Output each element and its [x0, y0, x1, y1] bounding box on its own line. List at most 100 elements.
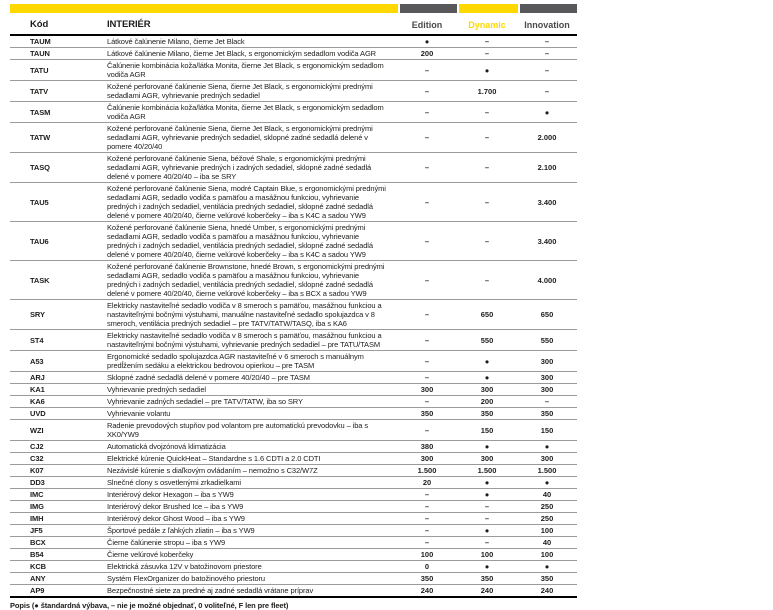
row-value-innovation: 40: [542, 490, 552, 499]
row-value-innovation: 3.400: [537, 197, 557, 207]
row-value-dynamic: –: [484, 502, 490, 511]
row-value-dynamic: 650: [480, 310, 494, 319]
row-value-edition: –: [424, 490, 430, 499]
legend-text: Popis (● štandardná výbava, – nie je mož…: [10, 601, 289, 610]
table-row: DD3 Slnečné clony s osvetlenými zrkadiel…: [10, 477, 577, 489]
table-row: TASK Kožené perforované čalúnenie Browns…: [10, 261, 577, 300]
row-value-dynamic: –: [484, 49, 490, 58]
table-row: KA6 Vyhrievanie zadných sedadiel – pre T…: [10, 396, 577, 408]
row-value-dynamic: –: [484, 275, 490, 285]
table-row: UVD Vyhrievanie volantu 350 350 350: [10, 408, 577, 420]
row-code: IMH: [30, 514, 44, 523]
row-code: KA6: [30, 397, 45, 406]
row-value-dynamic: 240: [480, 586, 494, 595]
row-value-dynamic: –: [484, 163, 490, 172]
row-description: Vyhrievanie zadných sedadiel – pre TATV/…: [107, 397, 303, 406]
row-value-innovation: –: [544, 86, 550, 96]
table-header: Kód INTERIÉR Edition Dynamic Innovation: [10, 13, 577, 36]
row-code: SRY: [30, 310, 45, 319]
row-value-innovation: 1.500: [537, 466, 557, 475]
table-row: AP9 Bezpečnostné siete za predné aj zadn…: [10, 585, 577, 596]
row-description: Kožené perforované čalúnenie Brownstone,…: [107, 262, 385, 298]
row-value-innovation: ●: [544, 107, 550, 117]
accent-bar-innovation: [520, 4, 577, 13]
row-value-edition: –: [424, 356, 430, 366]
row-code: ST4: [30, 335, 44, 345]
table-row: ST4 Elektricky nastaviteľné sedadlo vodi…: [10, 330, 577, 351]
row-code: TASK: [30, 275, 50, 285]
accent-bar-edition: [400, 4, 457, 13]
row-value-dynamic: ●: [484, 562, 490, 571]
row-description: Čalúnenie kombinácia koža/látka Monita, …: [107, 103, 384, 121]
row-value-edition: 0: [424, 562, 430, 571]
row-description: Čierne velúrové koberčeky: [107, 550, 194, 559]
row-value-dynamic: 150: [480, 425, 494, 435]
row-description: Interiérový dekor Ghost Wood – iba s YW9: [107, 514, 245, 523]
row-value-edition: –: [424, 373, 430, 382]
row-value-innovation: 300: [540, 454, 554, 463]
row-value-edition: 350: [420, 409, 434, 418]
row-value-innovation: 240: [540, 586, 554, 595]
row-value-innovation: –: [544, 49, 550, 58]
row-description: Automatická dvojzónová klimatizácia: [107, 442, 226, 451]
table-row: WZI Radenie prevodových stupňov pod vola…: [10, 420, 577, 441]
row-value-dynamic: ●: [484, 442, 490, 451]
row-value-innovation: 250: [540, 502, 554, 511]
row-value-edition: 380: [420, 442, 434, 451]
row-description: Čalúnenie kombinácia koža/látka Monita, …: [107, 61, 384, 79]
row-description: Systém FlexOrganizer do batožinového pri…: [107, 574, 265, 583]
header-section-title: INTERIÉR: [107, 19, 151, 30]
table-row: IMC Interiérový dekor Hexagon – iba s YW…: [10, 489, 577, 501]
row-description: Látkové čalúnenie Milano, čierne Jet Bla…: [107, 37, 245, 46]
row-code: TASM: [30, 107, 51, 117]
row-description: Čierne čalúnenie stropu – iba s YW9: [107, 538, 226, 547]
row-value-edition: 240: [420, 586, 434, 595]
row-value-dynamic: –: [484, 133, 490, 142]
row-code: JF5: [30, 526, 43, 535]
row-value-innovation: –: [544, 37, 550, 46]
options-table: TAUM Látkové čalúnenie Milano, čierne Je…: [10, 36, 577, 598]
row-code: KCB: [30, 562, 46, 571]
table-row: BCX Čierne čalúnenie stropu – iba s YW9 …: [10, 537, 577, 549]
row-value-edition: –: [424, 538, 430, 547]
row-description: Kožené perforované čalúnenie Siena, hned…: [107, 223, 373, 259]
row-code: ARJ: [30, 373, 45, 382]
row-value-innovation: 300: [540, 373, 554, 382]
row-value-edition: ●: [424, 37, 430, 46]
row-value-dynamic: 300: [480, 385, 494, 394]
table-row: TAU5 Kožené perforované čalúnenie Siena,…: [10, 183, 577, 222]
row-value-dynamic: ●: [484, 478, 490, 487]
row-code: TAU6: [30, 236, 49, 246]
header-code-column: Kód: [30, 19, 49, 30]
row-value-edition: 20: [422, 478, 432, 487]
table-row: TATV Kožené perforované čalúnenie Siena,…: [10, 81, 577, 102]
row-code: TATU: [30, 65, 49, 75]
row-value-edition: –: [424, 526, 430, 535]
row-value-dynamic: ●: [484, 65, 490, 75]
table-row: SRY Elektricky nastaviteľné sedadlo vodi…: [10, 300, 577, 330]
row-code: UVD: [30, 409, 46, 418]
row-value-innovation: 2.100: [537, 163, 557, 172]
row-value-edition: –: [424, 514, 430, 523]
row-code: CJ2: [30, 442, 44, 451]
row-value-edition: 350: [420, 574, 434, 583]
row-value-innovation: 550: [540, 335, 554, 345]
row-value-dynamic: ●: [484, 526, 490, 535]
row-value-innovation: –: [544, 65, 550, 75]
row-value-edition: 300: [420, 454, 434, 463]
row-value-edition: 100: [420, 550, 434, 559]
row-value-innovation: 150: [540, 425, 554, 435]
row-description: Interiérový dekor Brushed Ice – iba s YW…: [107, 502, 244, 511]
row-value-edition: –: [424, 335, 430, 345]
row-value-innovation: 4.000: [537, 275, 557, 285]
row-value-dynamic: 550: [480, 335, 494, 345]
header-trim-edition: Edition: [411, 20, 443, 30]
accent-bar-main: [10, 4, 398, 13]
row-value-edition: –: [424, 236, 430, 246]
row-code: B54: [30, 550, 44, 559]
row-value-dynamic: 1.700: [477, 86, 497, 96]
row-description: Nezávislé kúrenie s diaľkovým ovládaním …: [107, 466, 318, 475]
table-row: IMG Interiérový dekor Brushed Ice – iba …: [10, 501, 577, 513]
table-row: TAUN Látkové čalúnenie Milano, čierne Je…: [10, 48, 577, 60]
row-description: Kožené perforované čalúnenie Siena, béžo…: [107, 154, 372, 181]
